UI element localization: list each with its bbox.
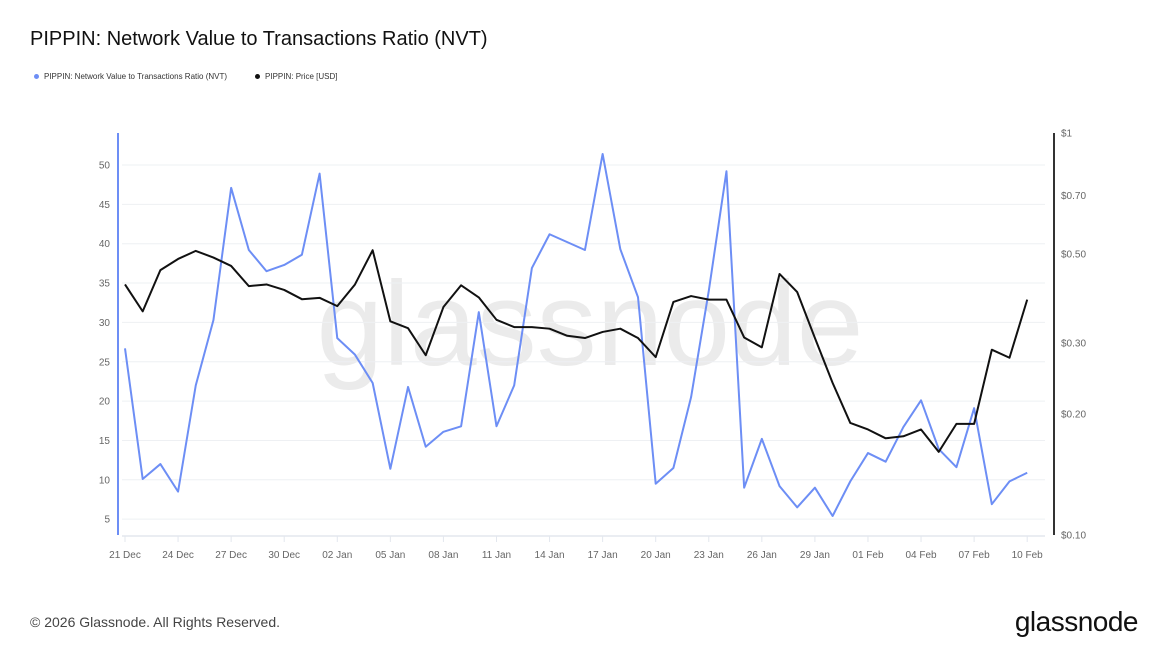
x-tick-label: 11 Jan	[482, 550, 511, 561]
x-tick-label: 24 Dec	[162, 550, 194, 561]
left-tick-label: 40	[99, 239, 111, 250]
x-tick-label: 02 Jan	[322, 550, 352, 561]
left-tick-label: 25	[99, 357, 111, 368]
watermark: glassnode	[316, 257, 863, 391]
x-tick-label: 08 Jan	[428, 550, 458, 561]
legend: PIPPIN: Network Value to Transactions Ra…	[34, 72, 338, 81]
right-tick-label: $0.20	[1061, 409, 1086, 420]
left-tick-label: 15	[99, 436, 111, 447]
legend-dot-nvt	[34, 74, 39, 80]
x-tick-label: 05 Jan	[375, 550, 405, 561]
x-tick-label: 07 Feb	[959, 550, 991, 561]
left-tick-label: 35	[99, 279, 111, 290]
x-tick-label: 04 Feb	[905, 550, 937, 561]
right-tick-label: $0.10	[1061, 531, 1086, 542]
right-tick-label: $0.30	[1061, 339, 1086, 350]
x-tick-label: 26 Jan	[747, 550, 777, 561]
page-title: PIPPIN: Network Value to Transactions Ra…	[30, 28, 488, 50]
legend-item-nvt[interactable]: PIPPIN: Network Value to Transactions Ra…	[34, 72, 227, 81]
x-tick-label: 21 Dec	[109, 550, 141, 561]
legend-label-price: PIPPIN: Price [USD]	[265, 72, 338, 81]
x-tick-label: 01 Feb	[852, 550, 884, 561]
x-tick-label: 27 Dec	[215, 550, 247, 561]
nvt-line	[124, 152, 1028, 518]
legend-item-price[interactable]: PIPPIN: Price [USD]	[255, 72, 338, 81]
x-tick-label: 30 Dec	[268, 550, 300, 561]
left-tick-label: 30	[99, 318, 111, 329]
x-tick-label: 20 Jan	[641, 550, 671, 561]
x-tick-label: 14 Jan	[535, 550, 565, 561]
glassnode-logo: glassnode	[1014, 606, 1139, 637]
x-tick-label: 23 Jan	[694, 550, 724, 561]
x-tick-label: 29 Jan	[800, 550, 830, 561]
left-tick-label: 50	[99, 161, 111, 172]
left-tick-label: 10	[99, 475, 111, 486]
right-tick-label: $0.70	[1061, 191, 1086, 202]
left-tick-label: 45	[99, 200, 111, 211]
left-tick-label: 20	[99, 397, 111, 408]
left-tick-label: 5	[104, 515, 110, 526]
x-tick-label: 17 Jan	[588, 550, 618, 561]
copyright: © 2026 Glassnode. All Rights Reserved.	[30, 614, 281, 630]
price-line	[124, 249, 1029, 453]
right-tick-label: $0.50	[1061, 250, 1086, 261]
right-tick-label: $1	[1061, 129, 1073, 140]
legend-label-nvt: PIPPIN: Network Value to Transactions Ra…	[44, 72, 228, 81]
legend-dot-price	[255, 74, 261, 80]
x-tick-label: 10 Feb	[1012, 550, 1044, 561]
